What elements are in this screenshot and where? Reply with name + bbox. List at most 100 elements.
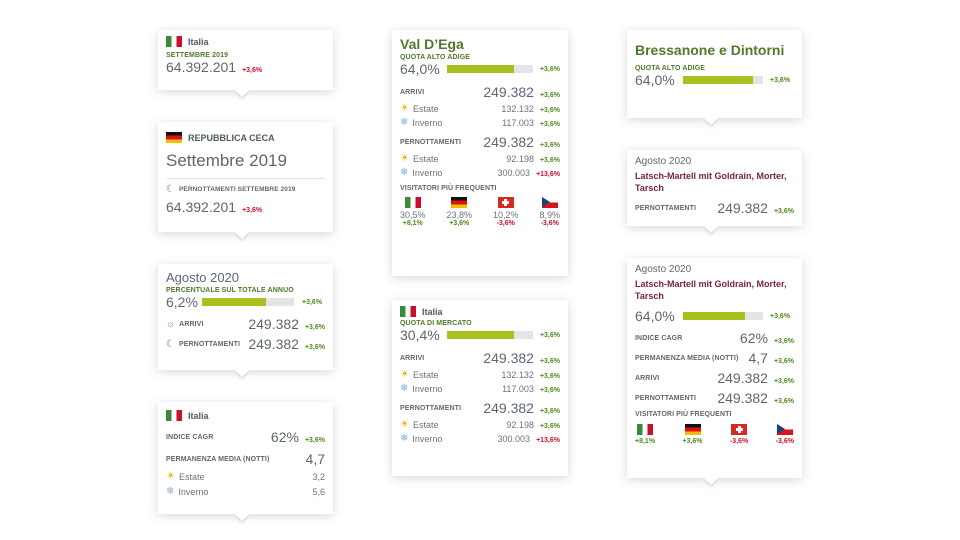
share-bar	[446, 331, 533, 339]
row-change: +3,6%	[304, 344, 325, 351]
czech-flag-icon	[541, 197, 558, 208]
summer-change: +3,6%	[539, 156, 560, 164]
change-value: +3,6%	[242, 207, 263, 214]
winter-label: Inverno	[412, 383, 443, 394]
visitor-germany: 23,8% +3,6%	[446, 197, 472, 227]
cagr-value: 62%	[739, 330, 768, 346]
cagr-value: 62%	[270, 429, 299, 445]
summer-change: +3,6%	[539, 106, 560, 114]
visitor-switzerland: 10,2% -3,6%	[493, 197, 519, 227]
sun-icon: ☀	[400, 103, 409, 114]
stay-value: 4,7	[305, 451, 325, 467]
share-value: 6,2%	[166, 294, 198, 310]
visitor-italy: +8,1%	[635, 424, 655, 445]
summer-value: 92.198	[506, 153, 534, 164]
change-value: +3,6%	[242, 67, 263, 74]
share-value: 64,0%	[400, 61, 440, 77]
sunrise-icon: ☼	[166, 318, 176, 330]
germany-flag-icon	[451, 197, 468, 208]
arrivals-label: ARRIVI	[635, 374, 660, 382]
overnight-value: 249.382	[483, 134, 534, 150]
share-value: 30,4%	[400, 327, 440, 343]
cagr-label: INDICE CAGR	[166, 433, 214, 441]
share-value: 64,0%	[635, 308, 675, 324]
winter-value: 117.003	[502, 117, 534, 128]
country-name: Italia	[422, 306, 443, 317]
change-value: +3,6%	[302, 298, 323, 306]
country-name: REPUBBLICA CECA	[188, 132, 275, 143]
period-label: SETTEMBRE 2019	[166, 52, 229, 59]
visitor-share: 30,5%	[400, 210, 426, 220]
total-value: 64.392.201	[166, 59, 237, 75]
share-bar	[446, 65, 533, 73]
sun-icon: ☀	[400, 153, 409, 164]
cagr-change: +3,6%	[304, 437, 325, 444]
stay-change: +3,6%	[773, 358, 794, 365]
card-italia-cagr: Italia INDICE CAGR 62% +3,6% PERMANENZA M…	[158, 402, 333, 514]
summer-label: Estate	[178, 471, 205, 482]
overnight-label: PERNOTTAMENTI	[635, 394, 697, 402]
card-italia-settembre: Italia SETTEMBRE 2019 64.392.201 +3,6%	[158, 30, 333, 90]
visitor-italy: 30,5% +8,1%	[400, 197, 426, 227]
visitor-czech: 8,9% -3,6%	[539, 197, 560, 227]
overnight-change: +3,6%	[539, 142, 560, 149]
snowflake-icon: ❄	[400, 167, 409, 178]
overnight-value: 249.382	[717, 390, 768, 406]
arrivals-change: +3,6%	[539, 92, 560, 99]
summer-change: +3,6%	[539, 422, 560, 430]
winter-change: +3,6%	[539, 120, 560, 128]
share-bar-fill	[683, 76, 754, 84]
area-title: Val D’Ega	[400, 36, 464, 52]
share-bar-fill	[446, 65, 515, 73]
switzerland-flag-icon	[731, 424, 748, 435]
winter-label: Inverno	[412, 117, 443, 128]
visitor-change: -3,6%	[540, 220, 559, 227]
visitor-change: +8,1%	[635, 438, 656, 445]
overnight-change: +3,6%	[773, 208, 794, 215]
row-change: +3,6%	[304, 324, 325, 331]
winter-change: +13,6%	[536, 436, 560, 444]
overnight-label: PERNOTTAMENTI	[400, 138, 462, 146]
overnight-change: +3,6%	[773, 398, 794, 405]
share-bar-fill	[202, 298, 267, 306]
arrivals-row: ☼ ARRIVI 249.382 +3,6%	[166, 316, 325, 332]
overnight-value: 249.382	[483, 400, 534, 416]
moon-icon: ☾	[166, 338, 175, 350]
share-label: QUOTA ALTO ADIGE	[635, 65, 706, 72]
winter-label: Inverno	[178, 486, 209, 497]
country-name: Italia	[188, 410, 209, 421]
visitor-switzerland: -3,6%	[730, 424, 748, 445]
share-value: 64,0%	[635, 72, 675, 88]
row-label: PERNOTTAMENTI	[178, 340, 241, 348]
winter-label: Inverno	[412, 167, 443, 178]
total-value: 64.392.201	[166, 199, 237, 215]
visitor-change: +8,1%	[402, 220, 423, 227]
snowflake-icon: ❄	[400, 433, 409, 444]
italy-flag-icon	[166, 36, 182, 47]
row-value: 249.382	[248, 336, 299, 352]
arrivals-change: +3,6%	[773, 378, 794, 385]
card-repubblica-ceca: REPUBBLICA CECA Settembre 2019 ☾ PERNOTT…	[158, 122, 333, 232]
winter-label: Inverno	[412, 433, 443, 444]
cagr-change: +3,6%	[773, 338, 794, 345]
stay-label: PERMANENZA MEDIA (NOTTI)	[635, 354, 739, 362]
card-bressanone: Bressanone e Dintorni QUOTA ALTO ADIGE 6…	[627, 30, 802, 118]
card-italia-mercato: Italia QUOTA DI MERCATO 30,4% +3,6% ARRI…	[392, 300, 568, 476]
visitor-change: +3,6%	[449, 220, 470, 227]
arrivals-label: ARRIVI	[400, 354, 425, 362]
summer-value: 92.198	[506, 419, 534, 430]
visitor-change: -3,6%	[729, 438, 749, 445]
italy-flag-icon	[637, 424, 654, 435]
visitor-share: 8,9%	[539, 210, 560, 220]
visitors-label: VISITATORI PIÙ FREQUENTI	[635, 411, 732, 418]
change-value: +3,6%	[539, 331, 560, 339]
cagr-label: INDICE CAGR	[635, 334, 683, 342]
share-bar	[202, 298, 294, 306]
period-heading: Agosto 2020	[635, 264, 692, 275]
visitor-share: 23,8%	[446, 210, 473, 220]
area-name: Latsch-Martell mit Goldrain, Morter, Tar…	[635, 279, 787, 301]
area-title: Bressanone e Dintorni	[635, 42, 785, 58]
summer-value: 132.132	[501, 369, 534, 380]
overnight-label: PERNOTTAMENTI SETTEMBRE 2019	[178, 186, 296, 193]
italy-flag-icon	[404, 197, 421, 208]
